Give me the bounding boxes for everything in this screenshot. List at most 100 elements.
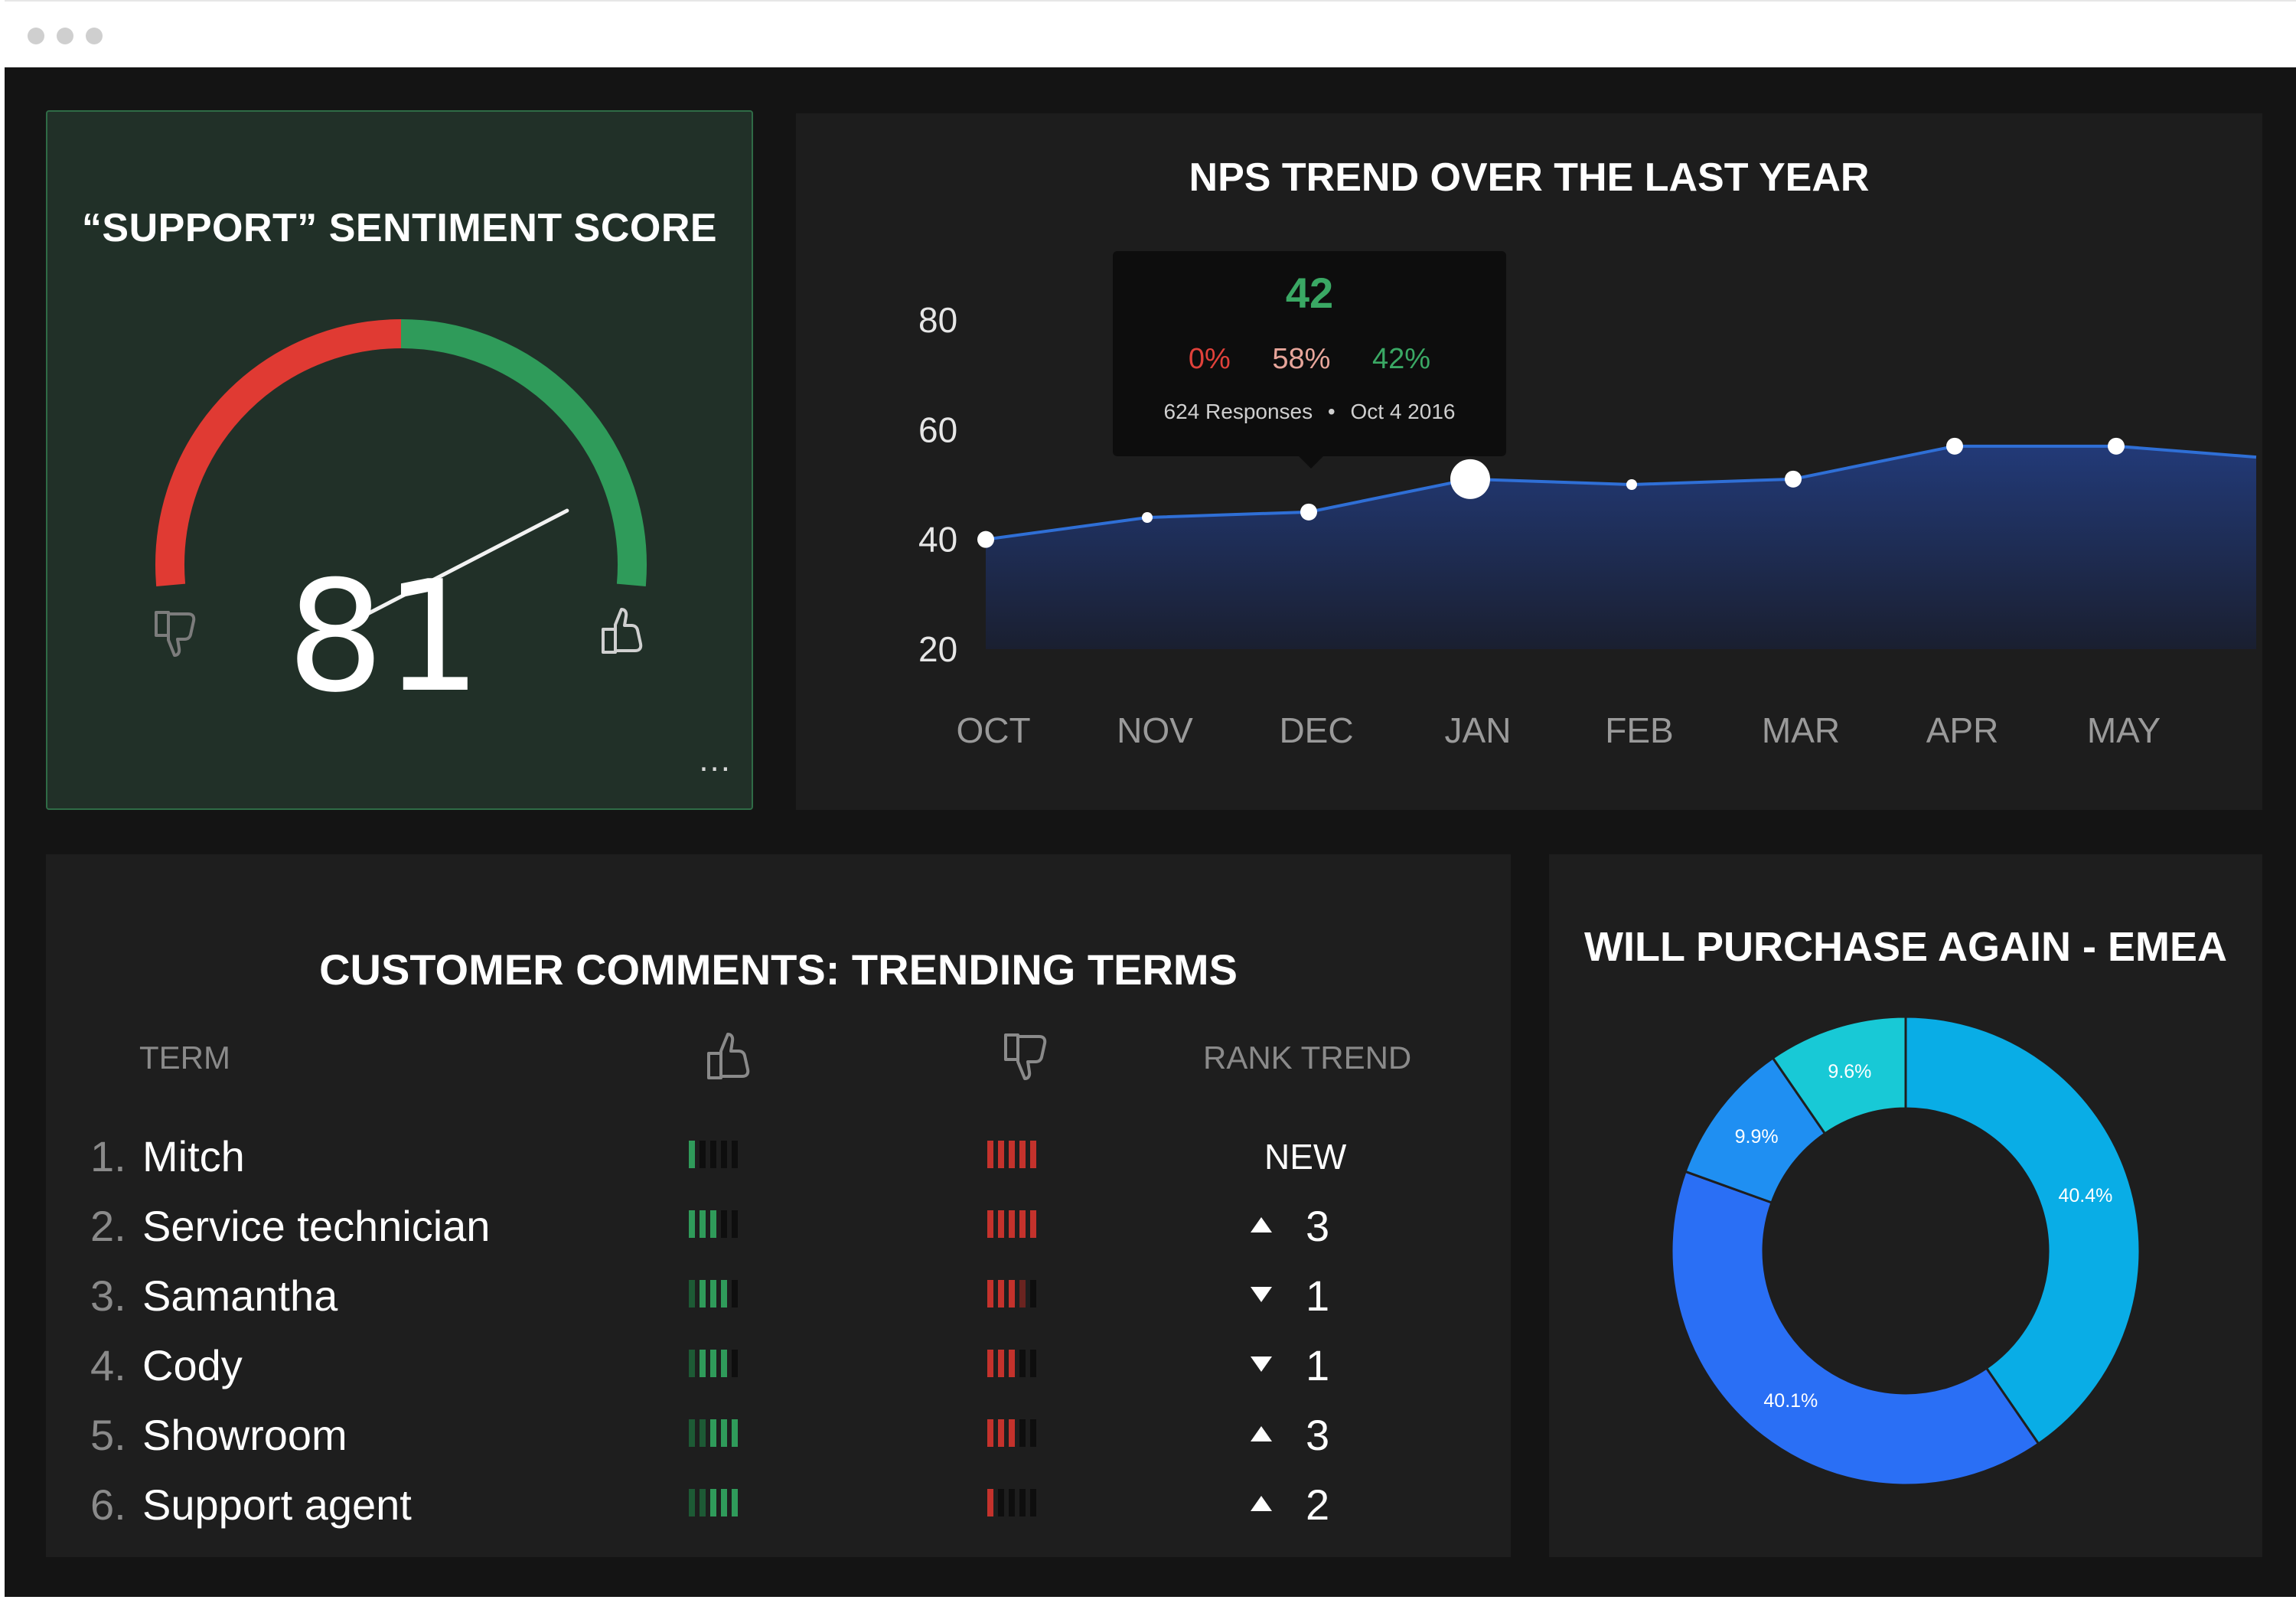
sentiment-bar (710, 1419, 716, 1447)
sentiment-bar (721, 1350, 727, 1377)
nps-trend-chart: 80 60 40 20 OCT NOV DEC JAN FEB MAR APR MAY (918, 300, 2257, 750)
triangle-up-icon (1251, 1426, 1272, 1442)
nps-tooltip: 42 0% 58% 42% 624 Responses • Oct 4 2016 (1113, 251, 1506, 468)
sentiment-bar (1019, 1489, 1026, 1516)
gauge-needle (349, 508, 569, 625)
rank-change-value: 3 (1306, 1411, 1330, 1459)
positive-sentiment-bars (689, 1210, 738, 1241)
thumbs-up-icon (602, 608, 643, 654)
negative-sentiment-bars (987, 1210, 1036, 1241)
sentiment-bar (1030, 1210, 1036, 1238)
sentiment-bar (987, 1489, 993, 1516)
sentiment-bar (1030, 1419, 1036, 1447)
positive-sentiment-bars (689, 1141, 738, 1171)
sentiment-bar (689, 1280, 695, 1308)
donut-slice-label: 40.1% (1763, 1390, 1818, 1412)
table-row[interactable]: 3. Samantha 1 (46, 1271, 1511, 1340)
tooltip-date: Oct 4 2016 (1350, 400, 1456, 423)
nps-point-apr[interactable] (1946, 437, 1963, 455)
tooltip-pointer (1299, 456, 1323, 468)
rank-trend: 1 (1251, 1271, 1329, 1321)
x-tick-label: MAR (1762, 710, 1840, 750)
y-tick-label: 40 (918, 520, 957, 560)
table-row[interactable]: 6. Support agent 2 (46, 1480, 1511, 1549)
gauge-negative-arc (155, 319, 402, 586)
trending-terms-card: CUSTOMER COMMENTS: TRENDING TERMS TERM R… (46, 854, 1511, 1557)
sentiment-bar (732, 1489, 738, 1516)
sentiment-bar (710, 1280, 716, 1308)
header-term: TERM (139, 1040, 230, 1076)
nps-point-oct[interactable] (977, 531, 994, 548)
tooltip-nps-score: 42 (1285, 269, 1334, 317)
table-row[interactable]: 1. Mitch NEW (46, 1131, 1511, 1200)
sentiment-bar (1009, 1419, 1015, 1447)
sentiment-bar (987, 1280, 993, 1308)
terms-title: CUSTOMER COMMENTS: TRENDING TERMS (319, 945, 1238, 994)
sentiment-bar (987, 1141, 993, 1168)
nps-point-may[interactable] (2108, 437, 2125, 455)
sentiment-bar (689, 1210, 695, 1238)
x-tick-label: APR (1926, 710, 1999, 750)
table-row[interactable]: 4. Cody 1 (46, 1340, 1511, 1409)
sentiment-bar (1019, 1210, 1026, 1238)
donut-slice[interactable] (1771, 1015, 1907, 1135)
header-rank-trend: RANK TREND (1203, 1040, 1412, 1076)
donut-title: WILL PURCHASE AGAIN - EMEA (1583, 924, 2227, 970)
sentiment-bar (721, 1280, 727, 1308)
sentiment-bar (710, 1350, 716, 1377)
triangle-up-icon (1251, 1496, 1272, 1512)
term-rank-number: 1. (90, 1132, 126, 1180)
sentiment-bar (1019, 1419, 1026, 1447)
card-more-menu[interactable]: ... (699, 741, 732, 779)
sentiment-bar (1030, 1350, 1036, 1377)
nps-point-jan[interactable] (1450, 459, 1490, 499)
rank-trend-new: NEW (1264, 1137, 1347, 1177)
triangle-down-icon (1251, 1357, 1272, 1373)
x-tick-label: JAN (1445, 710, 1512, 750)
nps-point-dec[interactable] (1300, 503, 1317, 521)
term-name: Samantha (142, 1272, 338, 1320)
sentiment-bar (721, 1419, 727, 1447)
rank-change-value: 1 (1306, 1341, 1330, 1389)
negative-sentiment-bars (987, 1350, 1036, 1380)
sentiment-bar (732, 1210, 738, 1238)
nps-point-mar[interactable] (1785, 470, 1802, 488)
sentiment-bar (732, 1280, 738, 1308)
nps-area (986, 446, 2256, 649)
rank-trend: 3 (1251, 1410, 1329, 1460)
window-maximize-dot[interactable] (86, 28, 103, 44)
nps-point-feb[interactable] (1626, 479, 1637, 490)
sentiment-bar (987, 1210, 993, 1238)
table-row[interactable]: 2. Service technician 3 (46, 1201, 1511, 1270)
donut-slice[interactable] (1670, 1170, 2040, 1487)
tooltip-separator: • (1327, 400, 1336, 423)
window-close-dot[interactable] (28, 28, 44, 44)
donut-slice[interactable] (1904, 1015, 2141, 1446)
tooltip-responses: 624 Responses (1163, 400, 1313, 423)
dashboard: “SUPPORT” SENTIMENT SCORE 81 ... NPS TRE… (5, 67, 2296, 1597)
sentiment-bar (689, 1141, 695, 1168)
sentiment-bar (689, 1350, 695, 1377)
sentiment-bar (998, 1489, 1004, 1516)
x-tick-label: NOV (1117, 710, 1193, 750)
y-tick-label: 80 (918, 300, 957, 340)
sentiment-bar (1030, 1280, 1036, 1308)
tooltip-passives: 58% (1272, 343, 1331, 375)
negative-sentiment-bars (987, 1280, 1036, 1311)
sentiment-bar (721, 1141, 727, 1168)
nps-point-nov[interactable] (1142, 512, 1153, 523)
sentiment-gauge (155, 319, 647, 657)
sentiment-bar (1009, 1350, 1015, 1377)
table-row[interactable]: 5. Showroom 3 (46, 1410, 1511, 1479)
sentiment-bar (1009, 1489, 1015, 1516)
tooltip-detractors: 0% (1188, 343, 1231, 375)
thumbs-up-icon (704, 1030, 758, 1092)
nps-chart-title: NPS TREND OVER THE LAST YEAR (1189, 155, 1870, 200)
term-rank-number: 3. (90, 1272, 126, 1320)
term-name: Showroom (142, 1411, 347, 1459)
window-minimize-dot[interactable] (57, 28, 73, 44)
x-tick-label: OCT (956, 710, 1030, 750)
rank-change-value: 3 (1306, 1202, 1330, 1250)
x-tick-label: FEB (1605, 710, 1673, 750)
sentiment-bar (998, 1419, 1004, 1447)
